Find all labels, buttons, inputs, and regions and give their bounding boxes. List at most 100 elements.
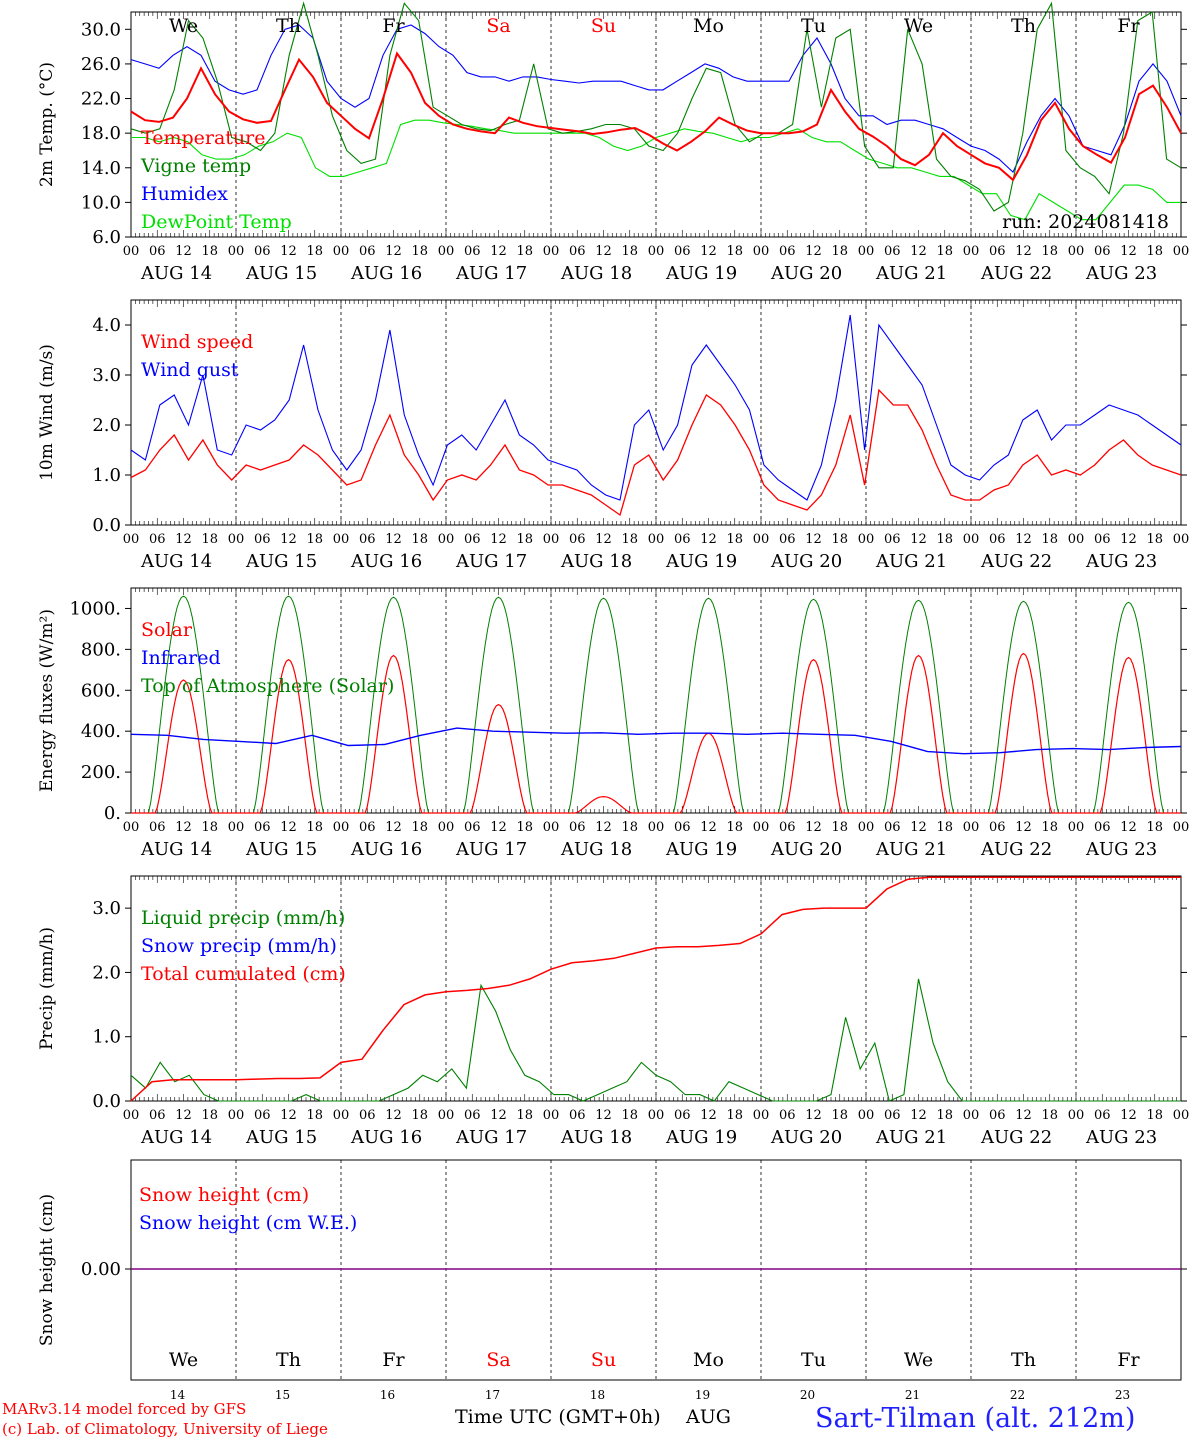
day-date-label: AUG 22 [980,1127,1052,1148]
day-date-label: AUG 20 [770,263,842,284]
legend-entry: Wind speed [141,331,253,353]
hour-tick-label: 00 [858,532,875,547]
weekday-label: Fr [1117,1349,1140,1371]
hour-tick-label: 12 [1120,244,1137,259]
y-tick-label: 10.0 [81,192,121,213]
hour-tick-label: 18 [201,532,218,547]
series-line-liquid [130,978,1181,1102]
weekday-label: Fr [1117,15,1140,37]
hour-tick-label: 12 [490,820,507,835]
day-date-label: AUG 21 [875,263,947,284]
hour-tick-label: 00 [333,820,350,835]
hour-tick-label: 12 [910,244,927,259]
hour-tick-label: 18 [1146,820,1163,835]
hour-tick-label: 18 [936,532,953,547]
y-tick-label: 800. [81,639,121,660]
y-tick-label: 22.0 [81,89,121,110]
hour-tick-label: 00 [123,532,140,547]
hour-tick-label: 00 [228,1108,245,1123]
hour-tick-label: 00 [858,1108,875,1123]
hour-tick-label: 18 [411,820,428,835]
weekday-label: We [904,1349,933,1371]
hour-tick-label: 18 [831,820,848,835]
hour-tick-label: 18 [1041,820,1058,835]
legend-entry: Solar [141,619,193,641]
y-axis-title: Energy fluxes (W/m²) [37,609,57,792]
day-date-label: AUG 21 [875,551,947,572]
hour-tick-label: 12 [280,820,297,835]
hour-tick-label: 18 [516,532,533,547]
day-date-label: AUG 19 [665,1127,737,1148]
hour-tick-label: 00 [1173,1108,1190,1123]
series-line-0 [130,51,1182,182]
weekday-label: We [904,15,933,37]
hour-tick-label: 00 [648,820,665,835]
hour-tick-label: 12 [280,1108,297,1123]
hour-tick-label: 12 [175,1108,192,1123]
day-number-label: 22 [1010,1388,1025,1402]
day-date-label: AUG 21 [875,839,947,860]
legend-entry: DewPoint Temp [141,211,292,233]
day-date-label: AUG 14 [140,839,212,860]
hour-tick-label: 00 [963,244,980,259]
day-date-label: AUG 18 [560,551,632,572]
day-number-label: 16 [380,1388,395,1402]
hour-tick-label: 12 [490,244,507,259]
hour-tick-label: 00 [648,1108,665,1123]
hour-tick-label: 06 [254,820,271,835]
hour-tick-label: 06 [149,532,166,547]
series-line-solar [131,652,1181,814]
hour-tick-label: 06 [1094,532,1111,547]
hour-tick-label: 06 [569,820,586,835]
y-axis-title: 2m Temp. (°C) [37,62,57,187]
hour-tick-label: 00 [543,244,560,259]
hour-tick-label: 18 [831,244,848,259]
hour-tick-label: 12 [280,244,297,259]
hour-tick-label: 18 [1041,244,1058,259]
hour-tick-label: 06 [464,1108,481,1123]
hour-tick-label: 00 [963,820,980,835]
weekday-label: Mo [693,1349,724,1371]
day-date-label: AUG 23 [1085,839,1157,860]
hour-tick-label: 12 [280,532,297,547]
legend-entry: Snow height (cm W.E.) [139,1212,357,1234]
hour-tick-label: 18 [411,532,428,547]
y-tick-label: 2.0 [92,415,121,436]
day-date-label: AUG 20 [770,551,842,572]
day-date-label: AUG 23 [1085,1127,1157,1148]
y-tick-label: 0.0 [92,1091,121,1112]
hour-tick-label: 00 [123,244,140,259]
hour-tick-label: 18 [936,244,953,259]
hour-tick-label: 18 [726,244,743,259]
y-tick-label: 1.0 [92,465,121,486]
day-date-label: AUG 23 [1085,551,1157,572]
hour-tick-label: 06 [149,1108,166,1123]
weekday-label: Mo [693,15,724,37]
hour-tick-label: 00 [543,532,560,547]
hour-tick-label: 06 [1094,1108,1111,1123]
hour-tick-label: 18 [411,244,428,259]
hour-tick-label: 18 [1146,1108,1163,1123]
day-number-label: 18 [590,1388,605,1402]
x-axis-title: Time UTC (GMT+0h) [455,1406,661,1428]
weekday-label: Fr [382,15,405,37]
legend-entry: Temperature [141,127,265,149]
day-date-label: AUG 18 [560,1127,632,1148]
hour-tick-label: 06 [359,532,376,547]
hour-tick-label: 06 [569,1108,586,1123]
day-number-label: 14 [170,1388,186,1402]
day-date-label: AUG 17 [455,839,527,860]
hour-tick-label: 00 [1068,1108,1085,1123]
hour-tick-label: 00 [438,820,455,835]
hour-tick-label: 06 [359,1108,376,1123]
y-tick-label: 0.0 [92,515,121,536]
y-tick-label: 200. [81,762,121,783]
hour-tick-label: 06 [254,1108,271,1123]
hour-tick-label: 06 [1094,244,1111,259]
legend-entry: Infrared [141,647,221,669]
hour-tick-label: 00 [123,1108,140,1123]
hour-tick-label: 00 [858,820,875,835]
hour-tick-label: 00 [228,532,245,547]
station-name: Sart-Tilman (alt. 212m) [815,1403,1135,1434]
hour-tick-label: 12 [1015,244,1032,259]
